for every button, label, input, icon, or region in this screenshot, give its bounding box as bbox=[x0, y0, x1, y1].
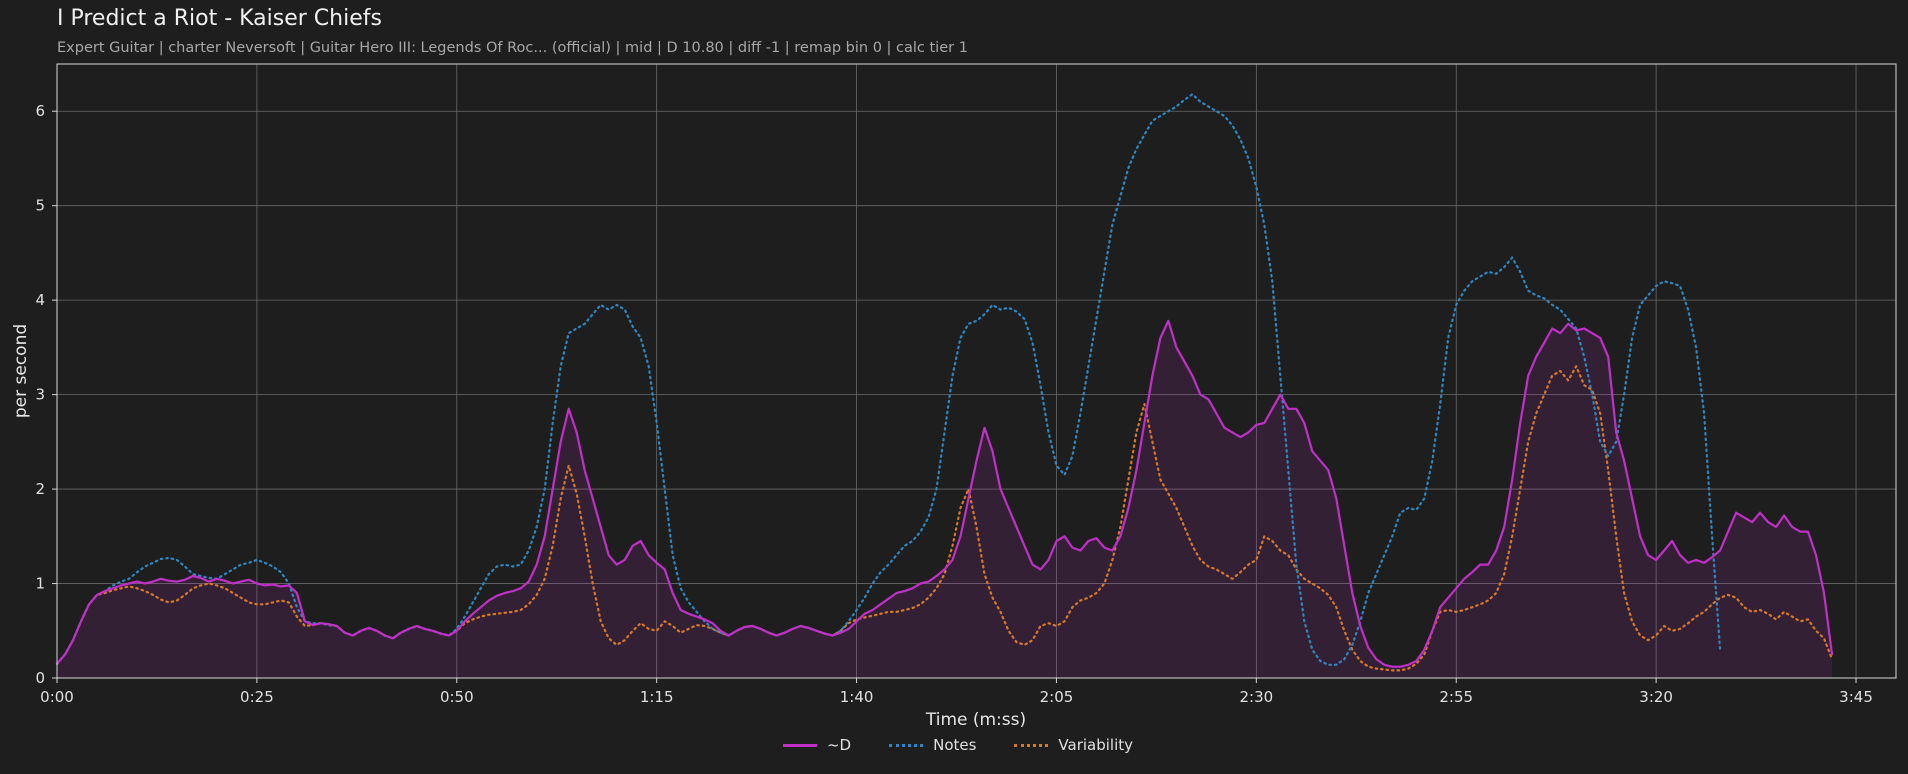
legend-swatch-d bbox=[782, 743, 817, 747]
series-layer bbox=[55, 93, 1834, 678]
legend-swatch-variability bbox=[1014, 743, 1049, 747]
y-axis-label: per second bbox=[11, 324, 31, 418]
x-tick-label: 3:20 bbox=[1639, 688, 1673, 706]
y-tick-label: 3 bbox=[35, 386, 45, 404]
y-tick-label: 5 bbox=[35, 197, 45, 215]
x-tick-label: 2:55 bbox=[1439, 688, 1473, 706]
x-tick-label: 0:50 bbox=[440, 688, 474, 706]
legend-swatch-notes bbox=[889, 743, 924, 747]
x-tick-label: 3:45 bbox=[1839, 688, 1873, 706]
y-axis: 0 1 2 3 4 5 6 bbox=[35, 102, 57, 687]
series-line-variability bbox=[55, 365, 1834, 672]
series-area-d bbox=[57, 320, 1832, 678]
chart-title: I Predict a Riot - Kaiser Chiefs bbox=[57, 6, 382, 31]
x-axis: 0:00 0:25 0:50 1:15 1:40 2:05 2:30 2:55 3:20 3:45 bbox=[40, 678, 1873, 706]
x-tick-label: 2:05 bbox=[1040, 688, 1074, 706]
chart-subtitle: Expert Guitar | charter Neversoft | Guit… bbox=[57, 40, 968, 56]
legend-item-notes: Notes bbox=[889, 736, 976, 754]
y-tick-label: 0 bbox=[35, 669, 45, 687]
legend-label-variability: Variability bbox=[1058, 736, 1134, 754]
x-tick-label: 1:40 bbox=[840, 688, 874, 706]
x-tick-label: 0:00 bbox=[40, 688, 74, 706]
x-axis-label: Time (m:ss) bbox=[925, 710, 1026, 730]
y-tick-label: 2 bbox=[35, 480, 45, 498]
series-line-notes bbox=[55, 93, 1722, 666]
legend-item-variability: Variability bbox=[1014, 736, 1133, 754]
series-line-d bbox=[55, 319, 1834, 668]
y-tick-label: 4 bbox=[35, 291, 45, 309]
legend-label-d: ~D bbox=[826, 736, 852, 754]
y-tick-label: 6 bbox=[35, 102, 45, 120]
plot-frame bbox=[56, 63, 1897, 679]
plot-area bbox=[57, 64, 1896, 678]
legend: ~D Notes Variability bbox=[0, 736, 1908, 754]
legend-item-d: ~D bbox=[782, 736, 852, 754]
legend-label-notes: Notes bbox=[933, 736, 977, 754]
y-tick-label: 1 bbox=[35, 575, 45, 593]
x-tick-label: 0:25 bbox=[240, 688, 274, 706]
x-tick-label: 2:30 bbox=[1240, 688, 1274, 706]
x-tick-label: 1:15 bbox=[640, 688, 674, 706]
